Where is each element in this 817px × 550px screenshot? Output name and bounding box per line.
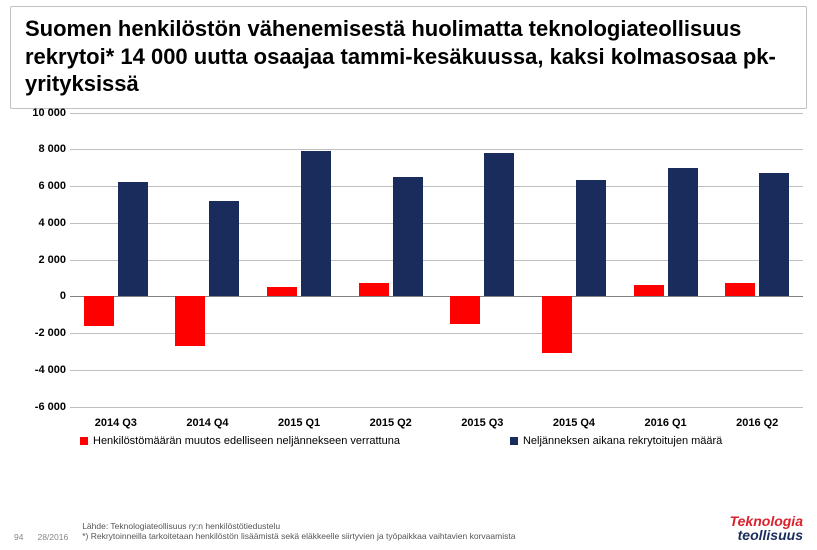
legend-item: Henkilöstömäärän muutos edelliseen neljä…: [80, 435, 400, 447]
gridline: [70, 370, 803, 371]
x-axis-label: 2014 Q3: [95, 417, 137, 429]
title-container: Suomen henkilöstön vähenemisestä huolima…: [10, 6, 807, 109]
footer-notes: Lähde: Teknologiateollisuus ry:n henkilö…: [82, 521, 515, 542]
footer-source: Lähde: Teknologiateollisuus ry:n henkilö…: [82, 521, 515, 532]
y-axis-label: -4 000: [14, 364, 66, 376]
gridline: [70, 113, 803, 114]
bar: [209, 201, 239, 297]
legend-label: Neljänneksen aikana rekrytoitujen määrä: [523, 435, 722, 447]
bar: [301, 151, 331, 296]
legend-item: Neljänneksen aikana rekrytoitujen määrä: [510, 435, 722, 447]
page-title: Suomen henkilöstön vähenemisestä huolima…: [25, 15, 792, 98]
bar: [634, 285, 664, 296]
bar: [576, 180, 606, 296]
bar: [84, 296, 114, 325]
x-axis-label: 2015 Q1: [278, 417, 320, 429]
y-axis-label: -2 000: [14, 327, 66, 339]
y-axis-label: 8 000: [14, 143, 66, 155]
bar: [450, 296, 480, 324]
bar-chart: 10 0008 0006 0004 0002 0000-2 000-4 000-…: [14, 113, 803, 429]
bar: [393, 177, 423, 296]
bar: [175, 296, 205, 346]
legend-label: Henkilöstömäärän muutos edelliseen neljä…: [93, 435, 400, 447]
gridline: [70, 407, 803, 408]
bar: [542, 296, 572, 353]
y-axis-label: 0: [14, 290, 66, 302]
y-axis-label: 10 000: [14, 107, 66, 119]
y-axis-label: 2 000: [14, 254, 66, 266]
bar: [484, 153, 514, 296]
footer-footnote: *) Rekrytoinneilla tarkoitetaan henkilös…: [82, 531, 515, 542]
x-axis-label: 2015 Q3: [461, 417, 503, 429]
y-axis-label: -6 000: [14, 401, 66, 413]
bar: [118, 182, 148, 296]
x-axis-label: 2015 Q4: [553, 417, 595, 429]
brand-line2: teollisuus: [738, 527, 803, 543]
footer-left: 94 28/2016 Lähde: Teknologiateollisuus r…: [14, 521, 515, 542]
brand-logo: Teknologia teollisuus: [730, 514, 803, 542]
plot-area: [70, 113, 803, 407]
bar: [267, 287, 297, 296]
bar: [725, 283, 755, 296]
gridline: [70, 149, 803, 150]
y-axis-label: 4 000: [14, 217, 66, 229]
bar: [668, 168, 698, 297]
footer: 94 28/2016 Lähde: Teknologiateollisuus r…: [14, 514, 803, 542]
legend: Henkilöstömäärän muutos edelliseen neljä…: [80, 435, 817, 447]
x-axis-label: 2016 Q1: [644, 417, 686, 429]
legend-swatch-icon: [510, 437, 518, 445]
slide-number: 94: [14, 532, 23, 542]
x-axis-label: 2016 Q2: [736, 417, 778, 429]
x-axis-label: 2015 Q2: [370, 417, 412, 429]
bar: [359, 283, 389, 296]
bar: [759, 173, 789, 296]
legend-swatch-icon: [80, 437, 88, 445]
y-axis-label: 6 000: [14, 180, 66, 192]
x-axis-label: 2014 Q4: [186, 417, 228, 429]
footer-date: 28/2016: [37, 532, 68, 542]
